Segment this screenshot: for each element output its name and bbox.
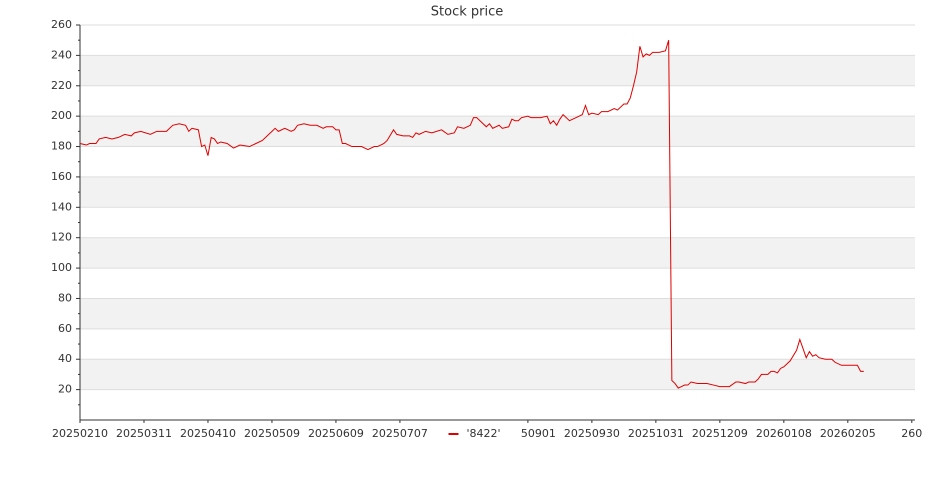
grid-band (80, 298, 915, 329)
x-tick-label: 20250707 (372, 427, 428, 440)
legend-label: '8422' (467, 427, 501, 440)
y-tick-label: 140 (51, 200, 72, 213)
y-tick-label: 220 (51, 79, 72, 92)
x-tick-label: 260 (901, 427, 922, 440)
x-tick-label: 20250410 (180, 427, 236, 440)
y-tick-label: 160 (51, 170, 72, 183)
y-tick-label: 200 (51, 109, 72, 122)
x-tick-label: 20250311 (116, 427, 172, 440)
grid-band (80, 359, 915, 390)
y-tick-label: 40 (58, 352, 72, 365)
x-tick-label: 20260108 (756, 427, 812, 440)
y-tick-label: 60 (58, 322, 72, 335)
x-tick-label: 20251031 (628, 427, 684, 440)
x-tick-label: 20260205 (820, 427, 876, 440)
grid-band (80, 237, 915, 269)
x-tick-label: 20251209 (692, 427, 748, 440)
x-tick-label: 20250210 (52, 427, 108, 440)
legend-swatch (444, 424, 521, 444)
grid-band (80, 55, 915, 86)
y-tick-label: 100 (51, 261, 72, 274)
y-tick-label: 240 (51, 48, 72, 61)
grid-band (80, 116, 915, 147)
line-series (79, 40, 864, 389)
y-tick-label: 180 (51, 140, 72, 153)
x-tick-label: 20250609 (308, 427, 364, 440)
y-tick-label: 120 (51, 231, 72, 244)
y-tick-label: 80 (58, 291, 72, 304)
x-tick-label: 20250509 (244, 427, 300, 440)
grid-band (80, 176, 915, 208)
x-tick-label: 20250930 (564, 427, 620, 440)
chart-title: Stock price (431, 5, 503, 20)
y-tick-label: 20 (58, 383, 72, 396)
y-tick-label: 260 (51, 18, 72, 31)
